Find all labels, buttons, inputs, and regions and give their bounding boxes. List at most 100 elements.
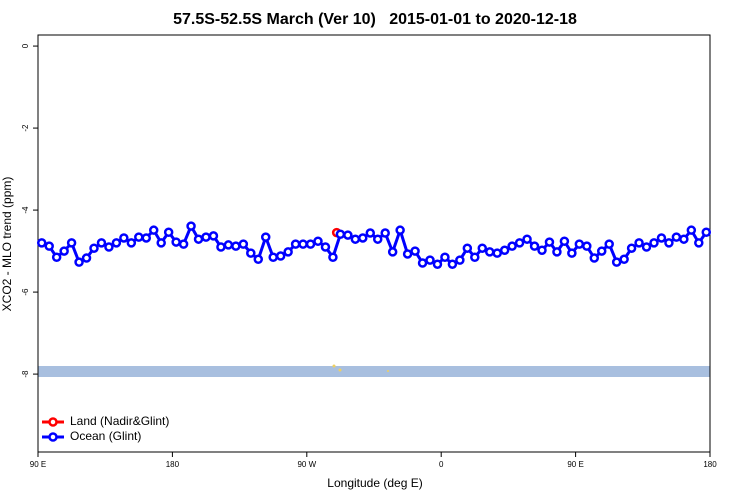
data-point [671, 232, 682, 242]
data-point [126, 238, 137, 248]
data-point [36, 238, 47, 248]
data-point [305, 239, 316, 249]
data-point [253, 254, 264, 265]
data-point [66, 238, 77, 248]
data-point [283, 247, 293, 257]
data-point [134, 232, 144, 242]
data-point [328, 252, 338, 262]
data-point [425, 255, 435, 265]
data-point [387, 247, 398, 257]
data-point [380, 228, 390, 238]
data-point [44, 241, 54, 251]
data-point [440, 252, 450, 262]
surface-dot [387, 370, 389, 372]
data-point [51, 252, 62, 262]
data-point [156, 238, 166, 248]
data-point [634, 238, 644, 248]
surface-dot [338, 368, 342, 372]
data-point [552, 247, 562, 257]
data-point [686, 225, 697, 235]
data-point [171, 237, 181, 247]
data-point [514, 238, 525, 248]
data-point [148, 225, 159, 235]
data-point [313, 236, 323, 246]
data-point [193, 234, 204, 244]
data-point [216, 242, 226, 252]
data-point [701, 227, 712, 237]
x-axis-label: Longitude (deg E) [327, 476, 422, 490]
data-point [544, 237, 555, 247]
data-point [537, 245, 547, 256]
data-point [529, 241, 540, 251]
data-point [201, 232, 211, 242]
data-point [664, 238, 674, 248]
data-point [455, 255, 465, 265]
data-point [163, 227, 174, 237]
data-point [611, 257, 622, 267]
legend-label: Land (Nadir&Glint) [70, 414, 169, 428]
data-point [298, 239, 308, 249]
data-point [111, 238, 122, 248]
data-point [492, 248, 502, 258]
data-point [365, 228, 376, 238]
data-point [260, 232, 271, 242]
data-point [208, 231, 219, 241]
data-point [238, 239, 249, 249]
legend-marker [48, 417, 58, 427]
data-point [470, 252, 480, 262]
data-point [104, 242, 114, 252]
data-point [231, 241, 241, 251]
data-point [119, 233, 129, 243]
data-point [432, 259, 443, 269]
legend-marker [48, 432, 58, 442]
x-tick-label: 90 E [567, 460, 583, 469]
data-point [589, 253, 600, 263]
data-point [649, 238, 659, 248]
data-point [679, 234, 689, 244]
y-tick-label: -4 [21, 206, 30, 214]
data-point [358, 233, 368, 243]
data-point [522, 234, 532, 244]
data-point [59, 246, 69, 256]
data-point [268, 252, 278, 262]
data-point [417, 258, 428, 268]
data-point [574, 239, 585, 249]
data-point [320, 242, 331, 252]
data-point [89, 243, 99, 253]
x-tick-label: 90 W [297, 460, 316, 469]
data-point [619, 254, 629, 265]
data-point [343, 230, 353, 240]
data-point [81, 253, 92, 263]
data-point [350, 234, 361, 244]
data-point [223, 240, 234, 250]
data-point [477, 243, 488, 253]
data-point [567, 248, 577, 258]
data-point [402, 249, 413, 259]
surface-strip [38, 366, 710, 377]
data-point [656, 233, 667, 243]
data-point [178, 239, 189, 249]
data-point [246, 248, 256, 258]
data-point [507, 241, 517, 251]
data-point [96, 238, 107, 248]
data-point [499, 245, 510, 256]
data-point [186, 221, 196, 231]
x-tick-label: 180 [166, 460, 180, 469]
data-point [290, 239, 301, 249]
data-point [596, 246, 607, 256]
data-point [447, 259, 458, 269]
chart-title: 57.5S-52.5S March (Ver 10) 2015-01-01 to… [173, 11, 577, 28]
y-tick-label: -2 [21, 124, 30, 132]
data-point [559, 236, 570, 246]
data-point [462, 243, 473, 253]
data-point [372, 234, 383, 244]
data-point [694, 238, 704, 248]
data-point [74, 257, 84, 267]
data-point [395, 225, 405, 235]
data-point [626, 243, 637, 253]
data-point [604, 239, 614, 249]
data-point [410, 246, 420, 256]
y-tick-label: 0 [21, 43, 30, 48]
data-point [275, 251, 286, 261]
